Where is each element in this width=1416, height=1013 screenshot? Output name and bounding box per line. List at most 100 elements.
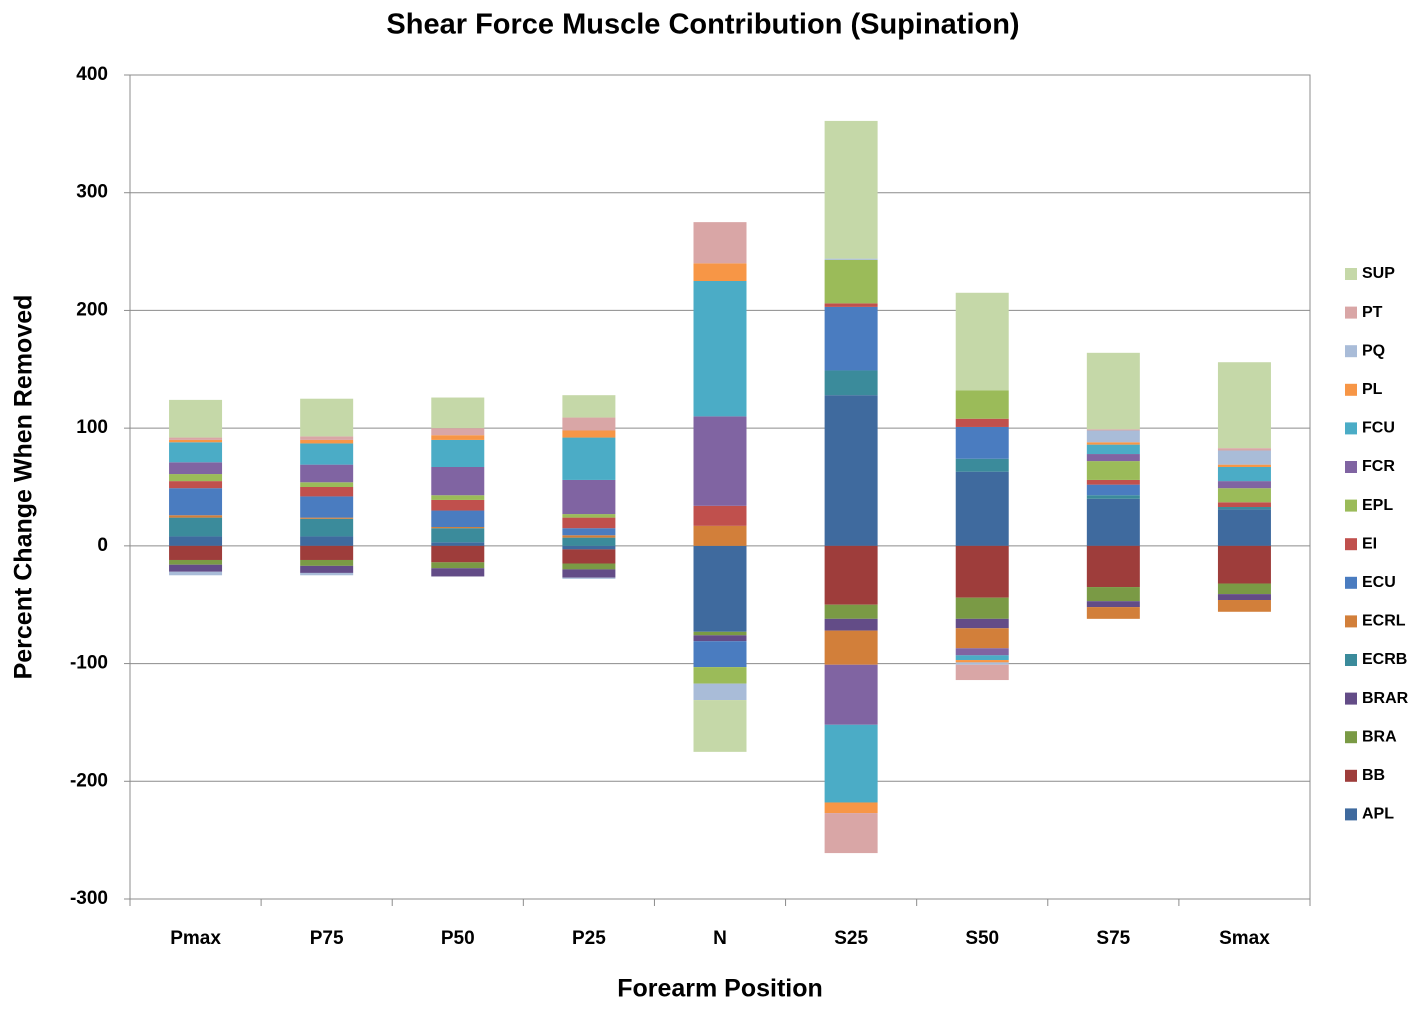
- bar-segment: [693, 263, 747, 281]
- y-tick-label: 100: [76, 417, 108, 438]
- bar-segment: [300, 536, 354, 546]
- bar-segment: [169, 517, 223, 537]
- bar-segment: [1217, 583, 1271, 595]
- bar-segment: [1217, 509, 1271, 546]
- legend-label: PT: [1362, 304, 1383, 321]
- legend-label: BB: [1362, 767, 1385, 784]
- bar-segment: [169, 474, 223, 482]
- bar-segment: [1217, 362, 1271, 449]
- legend-swatch: [1345, 461, 1357, 473]
- bar-segment: [169, 536, 223, 546]
- bar-segment: [955, 458, 1009, 472]
- y-tick-label: 200: [76, 299, 108, 320]
- bar-segment: [562, 545, 616, 550]
- bar-segment: [824, 259, 878, 304]
- legend-swatch: [1345, 769, 1357, 782]
- y-tick-label: -300: [70, 888, 108, 909]
- bar-segment: [824, 120, 878, 259]
- bar-segment: [824, 370, 878, 396]
- x-tick-label: P50: [441, 928, 475, 949]
- bar-segment: [562, 535, 616, 538]
- bar-segment: [431, 510, 485, 528]
- bar-segment: [955, 545, 1009, 598]
- y-tick-label: -200: [70, 770, 108, 791]
- bar-segment: [824, 630, 878, 665]
- bar-segment: [1217, 450, 1271, 465]
- bar-segment: [562, 549, 616, 564]
- y-tick-label: 300: [76, 182, 108, 203]
- legend-swatch: [1345, 808, 1357, 821]
- bar-segment: [431, 545, 485, 563]
- bar-segment: [300, 398, 354, 437]
- bar-segment: [955, 597, 1009, 619]
- bar-segment: [1086, 461, 1140, 480]
- bar-segment: [562, 430, 616, 438]
- bar-segment: [1217, 481, 1271, 489]
- bar-segment: [169, 571, 223, 576]
- bar-segment: [955, 471, 1009, 546]
- legend-label: SUP: [1362, 265, 1395, 282]
- bar-segment: [1086, 444, 1140, 455]
- legend-swatch: [1345, 576, 1357, 589]
- bar-segment: [562, 517, 616, 529]
- bar-segment: [693, 416, 747, 506]
- plot-frame: [129, 74, 1311, 900]
- bar-segment: [169, 564, 223, 572]
- x-tick-label: P25: [572, 928, 606, 949]
- bar-segment: [562, 417, 616, 431]
- bar-segment: [824, 618, 878, 631]
- legend-swatch: [1345, 422, 1357, 435]
- bar-segment: [955, 648, 1009, 656]
- bar-segment: [693, 635, 747, 642]
- legend-label: BRAR: [1362, 690, 1409, 707]
- bar-segment: [693, 545, 747, 632]
- bar-segment: [955, 418, 1009, 427]
- bar-segment: [693, 505, 747, 526]
- bar-segment: [1086, 498, 1140, 546]
- bar-segment: [824, 306, 878, 371]
- bar-segment: [693, 631, 747, 636]
- bar-segment: [693, 281, 747, 417]
- legend-swatch: [1345, 306, 1357, 319]
- bar-segment: [431, 428, 485, 436]
- bar-segment: [1086, 429, 1140, 431]
- bar-segment: [300, 464, 354, 483]
- bar-segment: [431, 397, 485, 429]
- bar-segment: [300, 482, 354, 487]
- bar-segment: [562, 437, 616, 480]
- bar-segment: [824, 545, 878, 605]
- bar-segment: [300, 545, 354, 560]
- bar-segment: [300, 517, 354, 519]
- bar-segment: [169, 442, 223, 463]
- bar-segment: [955, 664, 1009, 681]
- bar-segment: [1217, 600, 1271, 612]
- bar-segment: [431, 528, 485, 543]
- bar-segment: [1217, 448, 1271, 451]
- bar-segment: [169, 545, 223, 560]
- x-axis-title: Forearm Position: [617, 975, 823, 1003]
- bar-segment: [824, 303, 878, 307]
- legend-swatch: [1345, 268, 1357, 280]
- bar-segment: [955, 628, 1009, 649]
- legend-label: PL: [1362, 381, 1383, 398]
- x-tick-label: P75: [310, 928, 344, 949]
- bar-segment: [562, 514, 616, 518]
- legend-label: ECRB: [1362, 651, 1407, 668]
- bar-segment: [1217, 594, 1271, 601]
- bar-segment: [955, 618, 1009, 629]
- bar-segment: [300, 436, 354, 440]
- y-tick-label: -100: [70, 653, 108, 674]
- bar-segment: [1086, 442, 1140, 445]
- bar-segment: [693, 641, 747, 668]
- x-tick-label: S75: [1096, 928, 1130, 949]
- x-tick-label: Pmax: [170, 928, 221, 949]
- bar-segment: [1217, 545, 1271, 584]
- legend-label: EPL: [1362, 497, 1393, 514]
- bar-segment: [300, 496, 354, 518]
- bar-segment: [431, 439, 485, 467]
- bar-segment: [169, 559, 223, 565]
- bar-segment: [562, 395, 616, 418]
- bar-segment: [824, 604, 878, 619]
- bar-segment: [955, 292, 1009, 391]
- bar-segment: [431, 527, 485, 529]
